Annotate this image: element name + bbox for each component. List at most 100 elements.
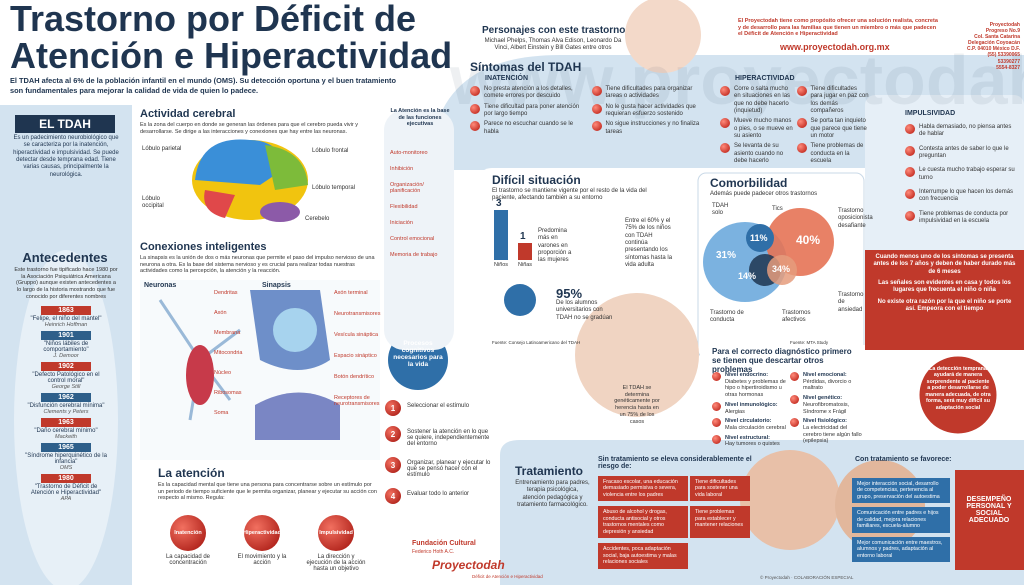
- address-line: C.P. 04010 México D.F.: [967, 46, 1020, 53]
- benefit-list: Mejor interacción social, desarrollo de …: [852, 478, 950, 566]
- intro: El TDAH afecta al 6% de la población inf…: [10, 76, 397, 95]
- bar: [518, 243, 532, 260]
- diagnosis-item: Nivel circulatorio: Mala circulación cere…: [712, 418, 787, 431]
- symptom: Tiene problemas de conducta por impulsiv…: [905, 210, 1015, 226]
- symptom: Interrumpe lo que hacen los demás con fr…: [905, 188, 1015, 204]
- timeline-item-label: "Síndrome hiperquinético de la infancia": [25, 453, 107, 465]
- bar-label: Niños: [494, 262, 509, 268]
- paragraph: Entre el 60% y el 75% de los niños con T…: [625, 218, 673, 268]
- diagnosis-item-desc: Neurofibromatosis, Síndrome x Frágil: [803, 401, 850, 415]
- symptom-list: No presta atención a los detalles, comet…: [470, 86, 710, 136]
- section-title: EL TDAH: [15, 115, 115, 133]
- synapse-label: Axón terminal: [334, 290, 368, 296]
- diagnosis-item-desc: Mala circulación cerebral: [725, 424, 786, 431]
- section-title: La atención: [158, 466, 225, 480]
- process-step-text: Sostener la atención en lo que se quiere…: [407, 429, 490, 447]
- function-item: Auto-monitoreo: [390, 150, 428, 156]
- paragraph: Predomina más en varones en proporción a…: [538, 228, 572, 264]
- synapse-labels: Axón terminal Neurotransmisores Vesícula s…: [334, 290, 380, 407]
- timeline-item: 1901 "Niños lábiles de comportamiento" J. …: [25, 331, 107, 359]
- regula-item-caption: La capacidad de concentración: [165, 554, 211, 566]
- diagnosis-item-nivel: Nivel fisiológico:: [803, 418, 848, 425]
- paragraph: La sinapsis es la unión de dos o más neu…: [140, 255, 375, 275]
- bar: [494, 210, 508, 260]
- diagnosis-item-nivel: Nivel estructural:: [725, 434, 770, 441]
- address-line: Progreso No.9: [985, 28, 1020, 35]
- regula-item-caption: El movimiento y la acción: [237, 554, 287, 566]
- risk-list: Fracaso escolar, una educación demasiado…: [598, 476, 750, 572]
- section-title: Antecedentes: [22, 250, 108, 265]
- regula-item: Inatención La capacidad de concentración: [158, 515, 218, 572]
- diagnosis-item: Nivel estructural: Hay tumores o quistes: [712, 434, 787, 448]
- brain-label: Lóbulo parietal: [142, 146, 182, 152]
- venn-value: 34%: [772, 264, 791, 274]
- paragraph: Es un padecimiento neurobiológico que se…: [13, 135, 119, 178]
- neuron-label: Ribosomas: [214, 390, 242, 396]
- venn-value: 14%: [738, 271, 757, 281]
- brain-label: Cerebelo: [305, 216, 330, 222]
- watermark: www.proyectodah.org.mx: [450, 41, 1024, 119]
- symptom: Parece no escuchar cuando se le habla: [470, 121, 589, 136]
- title-line: Trastorno por Déficit de: [10, 0, 417, 39]
- logo: Proyectodah: [432, 558, 505, 572]
- symptom: Contesta antes de saber lo que le pregun…: [905, 145, 1015, 161]
- process-step-n: 4: [385, 488, 401, 504]
- paragraph: El trastorno se mantiene vigente por el …: [492, 188, 647, 202]
- timeline-item: 1863 "Felipe, el niño del mantel" Heinrich…: [25, 306, 107, 328]
- diagnosis-item: Nivel genético: Neurofibromatosis, Síndro…: [790, 395, 865, 415]
- symptom: Corre o salta mucho en situaciones en la…: [720, 86, 794, 115]
- process-step-text: Organizar, planear y ejecutar lo que se …: [407, 460, 491, 478]
- synapse-label: Botón dendrítico: [334, 374, 375, 380]
- neuron-labels: Dendritas Axón Membrana Mitocondria Núcleo Ri…: [214, 290, 242, 416]
- address-line: 53390277: [997, 58, 1020, 65]
- venn-label: Trastorno de conducta: [710, 310, 744, 324]
- function-item: Flexibilidad: [390, 204, 418, 210]
- function-item: Memoria de trabajo: [390, 252, 438, 258]
- diagnosis-item-nivel: Nivel circulatorio:: [725, 418, 772, 425]
- risk-item: Accidentes, poca adaptación social, baja…: [598, 543, 688, 569]
- neuron-label: Mitocondria: [214, 350, 243, 356]
- symptom: Le cuesta mucho trabajo esperar su turno: [905, 167, 1015, 182]
- paragraph: Michael Phelps, Thomas Alva Edison, Leon…: [484, 38, 622, 52]
- brain-label: Lóbulo temporal: [312, 185, 356, 191]
- symptom: Tiene problemas de conducta en la escuel…: [796, 143, 871, 165]
- diagnosis-item: Nivel inmunológico: Alergias: [712, 401, 787, 415]
- symptom: Habla demasiado, no piensa antes de habl…: [905, 124, 1015, 139]
- neuron-label: Núcleo: [214, 370, 232, 376]
- section-title: Para el correcto diagnóstico primero se …: [712, 347, 852, 374]
- timeline-item-author: OMS: [59, 465, 73, 471]
- venn-label: Trastorno de ansiedad: [838, 292, 864, 313]
- address-line: Delegación Coyoacán: [968, 40, 1020, 47]
- timeline-item-label: "Disfunción cerebral mínima": [27, 403, 105, 409]
- functions-title: La Atención es la base de las funciones …: [390, 108, 450, 128]
- regula-item-name: Inatención: [170, 515, 206, 551]
- neuron-label: Soma: [214, 410, 229, 416]
- section-title: Comorbilidad: [710, 176, 788, 190]
- process-step: 1 Seleccionar el estímulo: [385, 400, 495, 416]
- section-title: Conexiones inteligentes: [140, 241, 267, 253]
- timeline-item-label: "Defecto Patológico en el control moral": [32, 372, 100, 384]
- diagnosis-item-nivel: Nivel endocrino:: [725, 372, 769, 378]
- timeline-item-year: 1965: [41, 443, 91, 452]
- brain-label: Lóbulo frontal: [312, 148, 349, 154]
- regula-list: Inatención La capacidad de concentración H…: [158, 515, 366, 572]
- section-title: Con tratamiento se favorece:: [855, 456, 952, 463]
- title: Trastorno por Déficit de Atención e Hipe…: [10, 0, 452, 74]
- alert: Cuando menos uno de los síntomas se pres…: [873, 254, 1016, 275]
- functions-list: Auto-monitoreo Inhibición Organización/ pl…: [390, 150, 450, 258]
- venn-label: TDAH solo: [712, 203, 729, 217]
- venn-value: 31%: [716, 250, 737, 261]
- timeline-item-year: 1963: [41, 418, 91, 427]
- diagnosis-item-desc: Alergias: [725, 408, 745, 415]
- process-title: Procesos cognitivos necesarios para la v…: [393, 340, 443, 368]
- diagnosis-item-desc: La electricidad del cerebro tiene algún …: [803, 424, 862, 445]
- paragraph: De los alumnos universitarios con TDAH n…: [556, 300, 613, 321]
- venn-label: Tics: [772, 206, 783, 212]
- symptom: No le gusta hacer actividades que requie…: [591, 103, 711, 119]
- logo-sub: Déficit de Atención e Hiperactividad: [472, 574, 543, 579]
- diagnosis-item-desc: Pérdidas, divorcio o maltrato: [803, 378, 852, 392]
- website: www.proyectodah.org.mx: [780, 42, 890, 52]
- synapse-label: Espacio sináptico: [334, 353, 377, 359]
- risk-item: Fracaso escolar, una educación demasiado…: [598, 476, 688, 502]
- process-step-n: 3: [385, 457, 401, 473]
